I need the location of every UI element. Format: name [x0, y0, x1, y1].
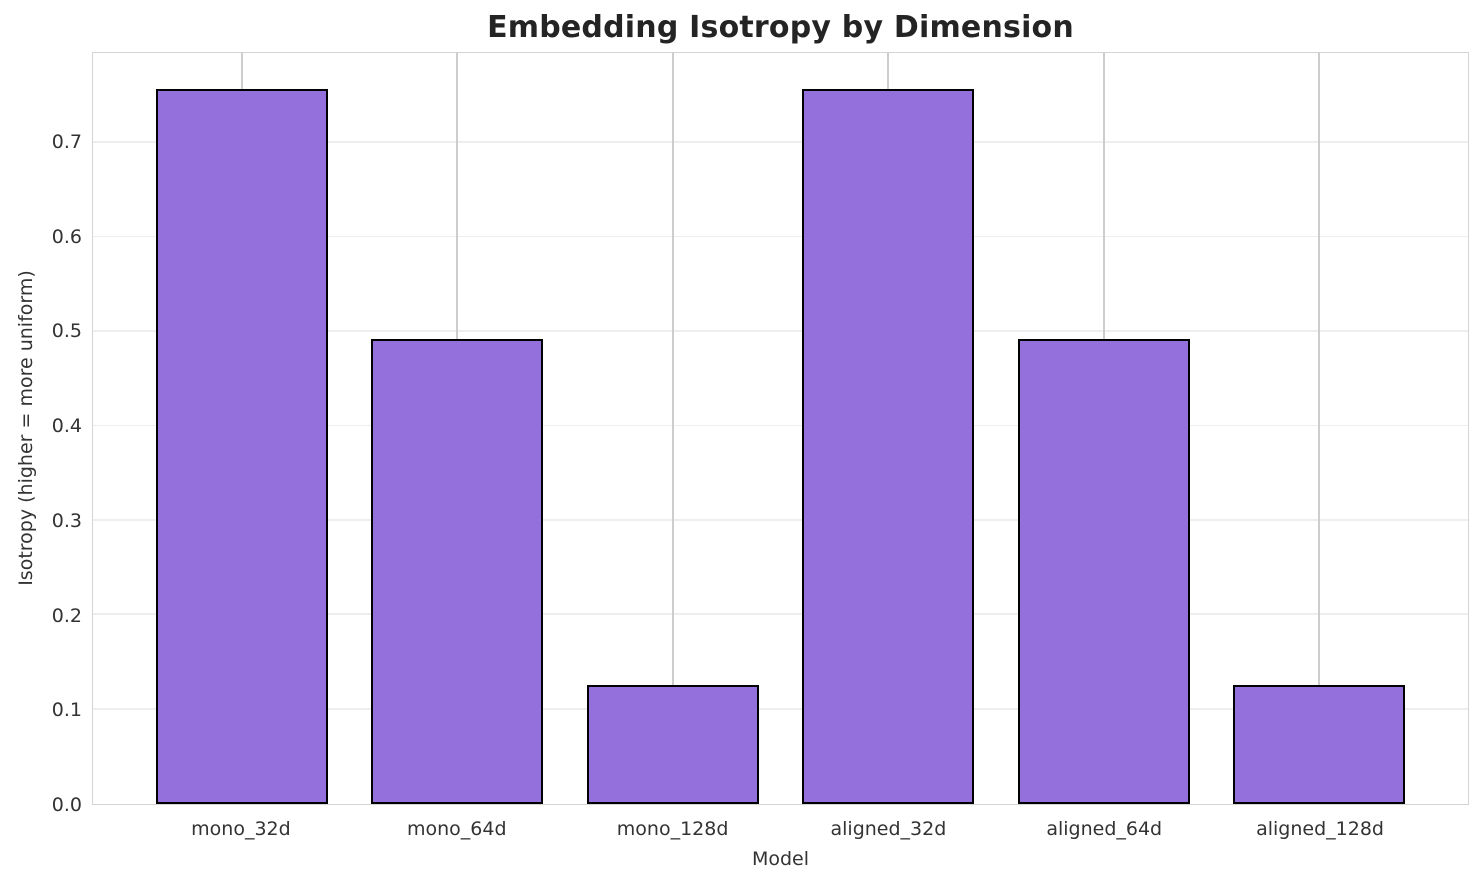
plot-area [92, 52, 1469, 805]
x-tick-label: aligned_32d [830, 818, 947, 840]
x-tick-label: aligned_128d [1256, 818, 1384, 840]
bar-aligned_64d [1017, 339, 1190, 804]
y-gridline [93, 235, 1468, 238]
y-gridline [93, 141, 1468, 143]
y-tick-label: 0.3 [51, 509, 82, 532]
x-gridline [671, 53, 674, 804]
y-gridline [93, 424, 1468, 427]
bar-aligned_128d [1233, 684, 1406, 804]
y-gridline [93, 519, 1468, 521]
y-tick-label: 0.5 [51, 320, 82, 343]
y-tick-label: 0.2 [51, 604, 82, 627]
x-tick-label: aligned_64d [1046, 818, 1163, 840]
x-gridline [1318, 53, 1321, 804]
chart-title: Embedding Isotropy by Dimension [487, 10, 1074, 45]
bar-mono_128d [586, 684, 759, 804]
y-tick-label: 0.7 [51, 130, 82, 153]
x-axis-label: Model [751, 848, 810, 870]
bar-mono_32d [155, 88, 328, 804]
y-gridline [93, 707, 1468, 710]
y-tick-label: 0.1 [51, 699, 82, 722]
bar-mono_64d [371, 339, 544, 804]
y-gridline [93, 613, 1468, 616]
y-gridline [93, 330, 1468, 332]
bar-aligned_32d [802, 88, 975, 804]
y-tick-label: 0.4 [51, 415, 82, 438]
y-tick-label: 0.0 [51, 794, 82, 816]
y-tick-label: 0.6 [51, 225, 82, 248]
x-tick-label: mono_64d [406, 818, 507, 840]
x-tick-label: mono_32d [191, 818, 291, 840]
x-tick-label: mono_128d [616, 818, 729, 840]
